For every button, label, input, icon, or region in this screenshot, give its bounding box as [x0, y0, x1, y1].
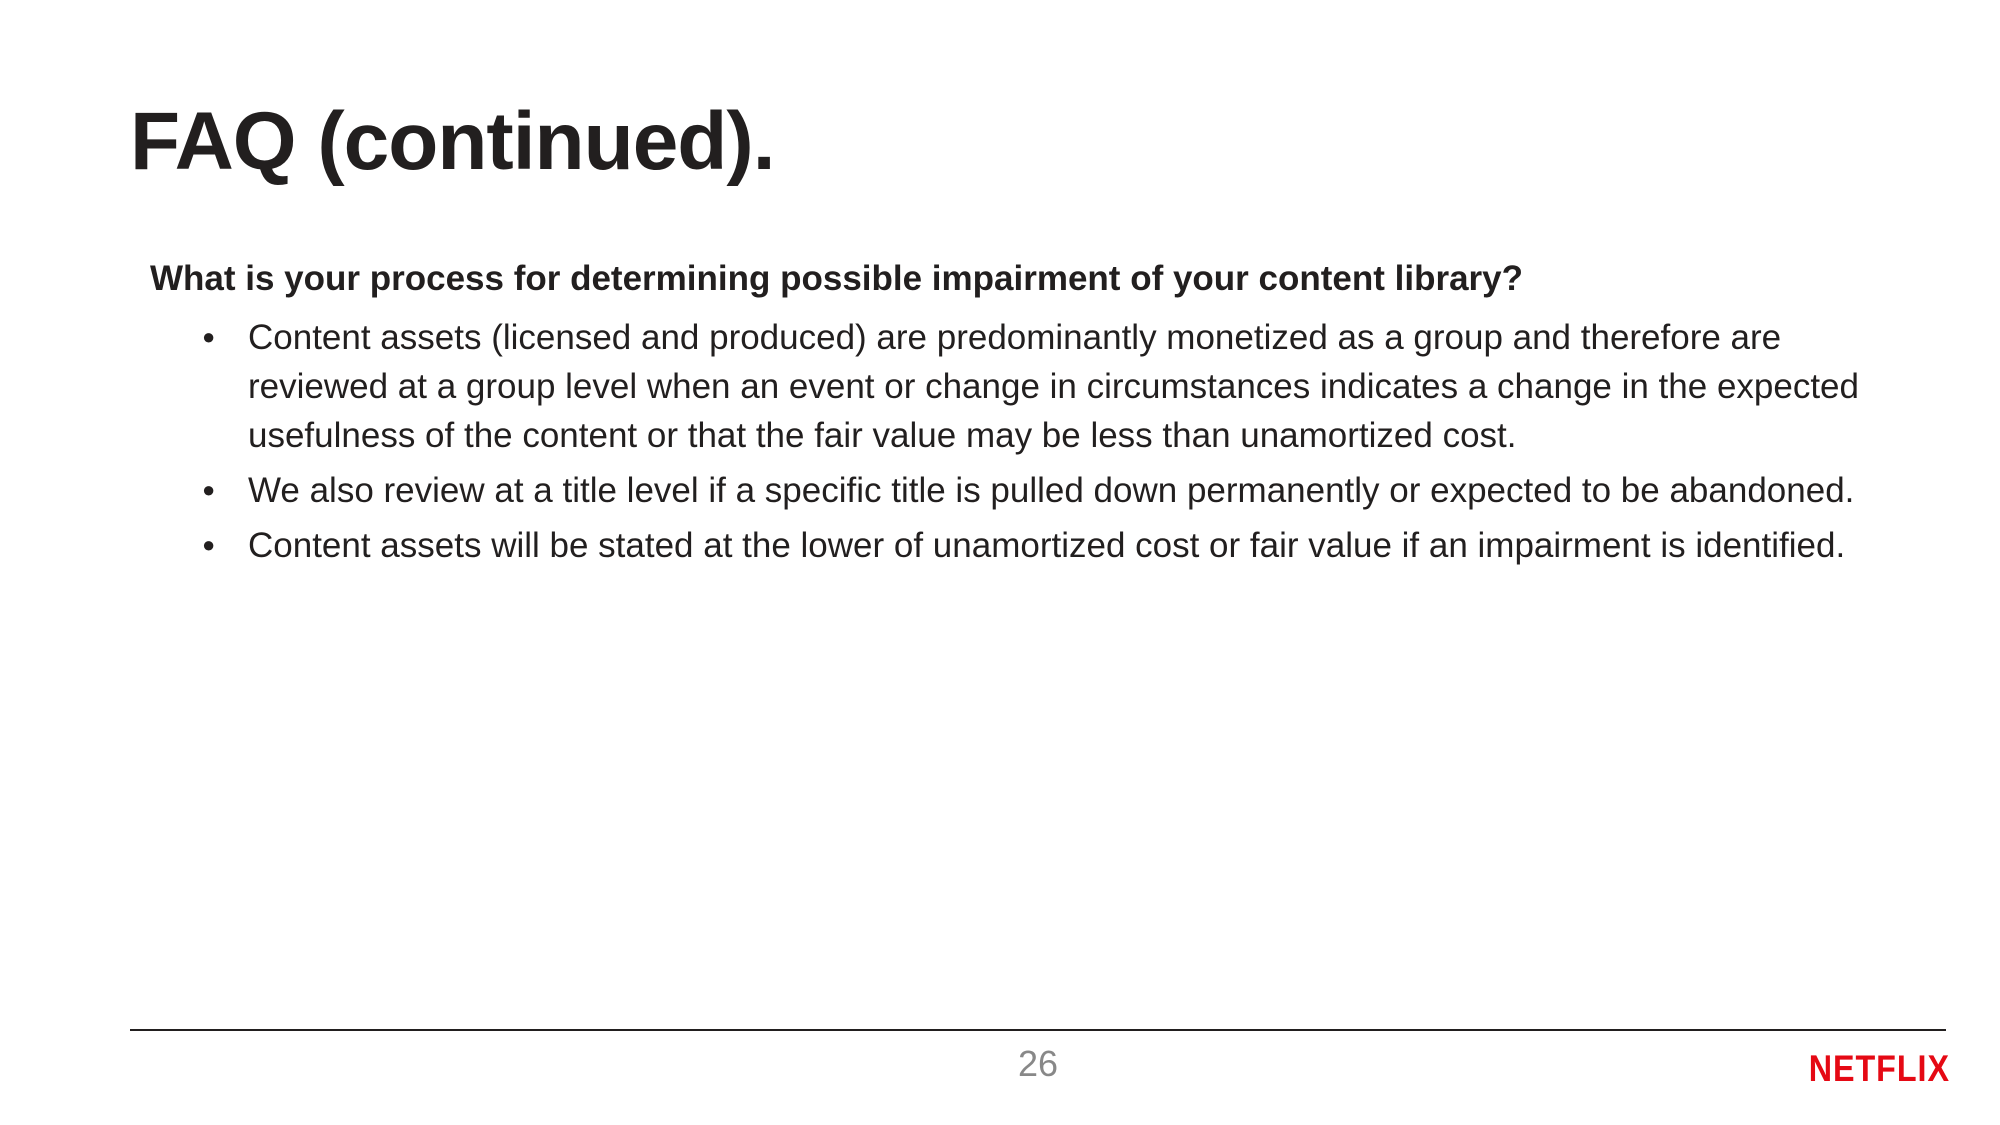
slide-footer: 26 NETFLIX	[130, 1029, 1946, 1085]
faq-answer-list: Content assets (licensed and produced) a…	[150, 313, 1870, 570]
list-item: We also review at a title level if a spe…	[210, 466, 1870, 515]
slide-container: FAQ (continued). What is your process fo…	[0, 0, 2000, 1125]
page-number: 26	[130, 1043, 1946, 1085]
footer-divider	[130, 1029, 1946, 1031]
faq-question: What is your process for determining pos…	[150, 259, 1870, 299]
netflix-logo: NETFLIX	[1809, 1048, 1950, 1091]
list-item: Content assets (licensed and produced) a…	[210, 313, 1870, 460]
page-title: FAQ (continued).	[130, 95, 1870, 189]
list-item: Content assets will be stated at the low…	[210, 521, 1870, 570]
